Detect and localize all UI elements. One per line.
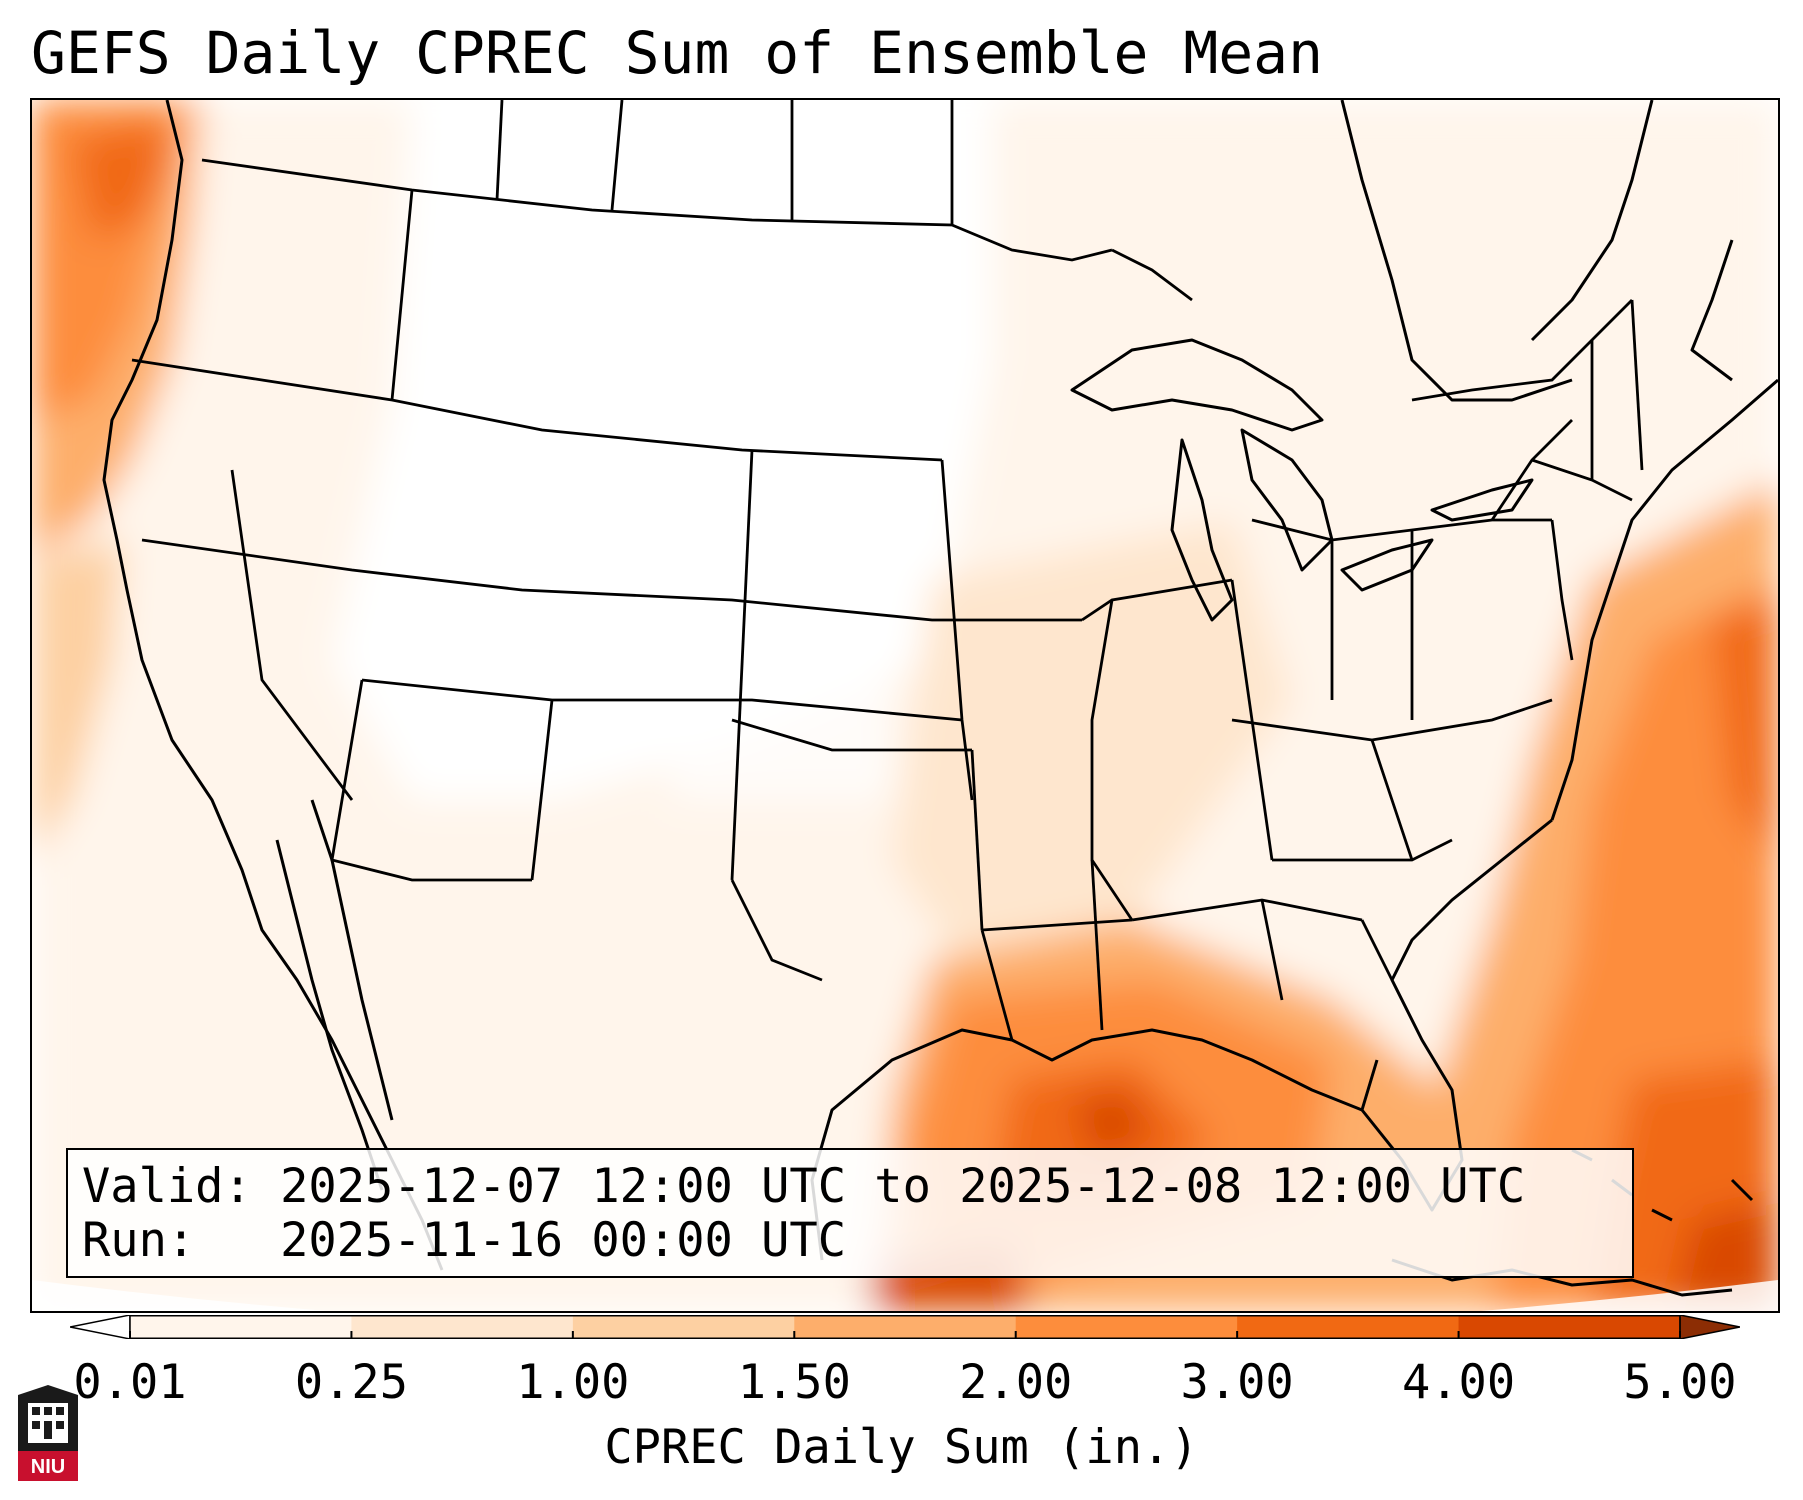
colorbar-extend-low <box>70 1315 131 1339</box>
projection-edge <box>32 1280 1778 1311</box>
colorbar-segment <box>1458 1315 1681 1339</box>
colorbar-outline <box>129 1315 1681 1339</box>
colorbar-tick-label: 2.00 <box>959 1355 1073 1410</box>
colorbar-segment <box>1237 1315 1460 1339</box>
colorbar-segment <box>794 1315 1017 1339</box>
precip-shading <box>32 100 1778 1311</box>
valid-label: Valid: <box>82 1159 252 1214</box>
colorbar-tick-label: 0.01 <box>73 1355 187 1410</box>
state-borders <box>131 100 1644 1041</box>
colorbar-tick-label: 1.00 <box>516 1355 630 1410</box>
colorbar-tick-label: 4.00 <box>1401 1355 1516 1410</box>
niu-logo-icon: NIU <box>18 1385 78 1481</box>
run-label: Run: <box>82 1213 196 1268</box>
colorbar-segment <box>572 1315 795 1339</box>
coastlines <box>102 100 1778 1297</box>
valid-value: 2025-12-07 12:00 UTC to 2025-12-08 12:00… <box>280 1159 1526 1214</box>
svg-text:NIU: NIU <box>31 1456 65 1478</box>
precip-map[interactable] <box>30 98 1780 1313</box>
map-title: GEFS Daily CPREC Sum of Ensemble Mean <box>31 19 1324 87</box>
map-canvas <box>32 100 1778 1311</box>
colorbar-label: CPREC Daily Sum (in.) <box>604 1420 1199 1475</box>
info-box: Valid: 2025-12-07 12:00 UTC to 2025-12-0… <box>66 1148 1634 1278</box>
colorbar-tick-label: 1.50 <box>737 1355 851 1410</box>
colorbar-extend-high <box>1679 1315 1740 1339</box>
colorbar-tick-label: 0.25 <box>294 1355 409 1410</box>
colorbar-segment <box>130 1315 352 1339</box>
colorbar-tick-label: 5.00 <box>1623 1355 1737 1410</box>
colorbar-tick-label: 3.00 <box>1180 1355 1294 1410</box>
colorbar-segment <box>1015 1315 1238 1339</box>
colorbar <box>70 1315 1740 1339</box>
colorbar-segment <box>351 1315 574 1339</box>
run-value: 2025-11-16 00:00 UTC <box>280 1213 847 1268</box>
